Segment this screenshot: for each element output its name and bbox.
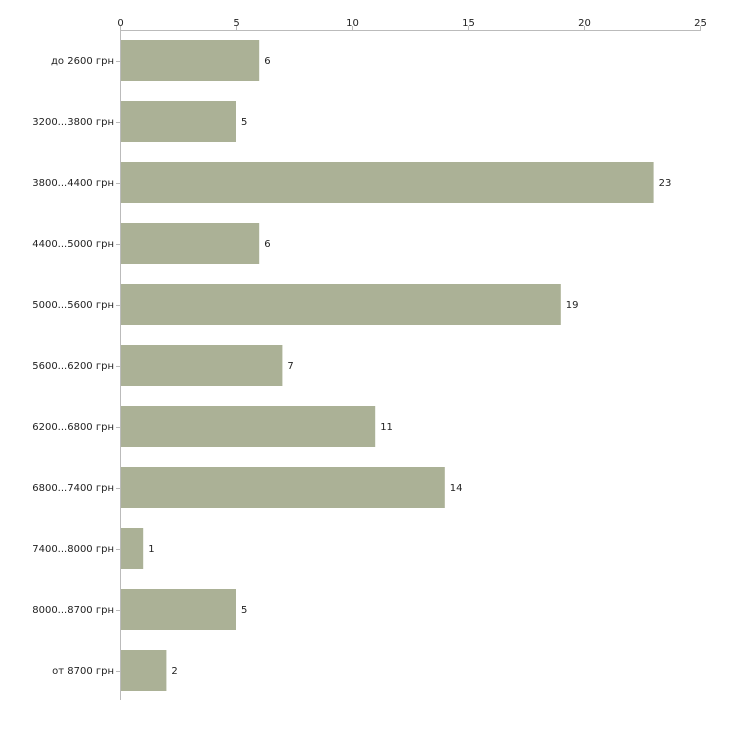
bar	[121, 467, 445, 508]
data-label: 11	[380, 422, 393, 433]
data-label: 5	[241, 605, 247, 616]
category-label: 3800...4400 грн	[32, 178, 114, 189]
data-label: 19	[566, 300, 579, 311]
data-label: 23	[659, 178, 672, 189]
x-axis-ticks: 0 5 10 15 20 25	[117, 18, 707, 30]
category-label: 3200...3800 грн	[32, 117, 114, 128]
bar	[121, 40, 260, 81]
data-label: 5	[241, 117, 247, 128]
category-label: 5600...6200 грн	[32, 361, 114, 372]
data-label: 6	[264, 239, 270, 250]
data-label: 1	[148, 544, 154, 555]
category-labels: до 2600 грн 3200...3800 грн 3800...4400 гр…	[32, 56, 120, 677]
category-label: 5000...5600 грн	[32, 300, 114, 311]
bar	[121, 223, 260, 264]
bar	[121, 284, 561, 325]
bar	[121, 101, 236, 142]
category-label: 7400...8000 грн	[32, 544, 114, 555]
x-tick-label: 25	[694, 18, 707, 29]
bar	[121, 406, 376, 447]
x-tick-label: 10	[346, 18, 359, 29]
bar	[121, 345, 283, 386]
data-label: 2	[171, 666, 177, 677]
category-label: до 2600 грн	[51, 56, 114, 67]
category-label: 6200...6800 грн	[32, 422, 114, 433]
bar	[121, 528, 144, 569]
category-label: 4400...5000 грн	[32, 239, 114, 250]
bar	[121, 162, 654, 203]
x-tick-label: 5	[233, 18, 239, 29]
bar	[121, 650, 167, 691]
x-tick-label: 20	[578, 18, 591, 29]
data-label: 6	[264, 56, 270, 67]
bar	[121, 589, 236, 630]
category-label: 6800...7400 грн	[32, 483, 114, 494]
bars: 6 5 23 6 19 7 11 14 1 5 2	[121, 40, 671, 691]
data-label: 14	[450, 483, 463, 494]
x-tick-label: 15	[462, 18, 475, 29]
category-label: от 8700 грн	[52, 666, 114, 677]
data-label: 7	[287, 361, 293, 372]
category-label: 8000...8700 грн	[32, 605, 114, 616]
x-tick-label: 0	[117, 18, 123, 29]
